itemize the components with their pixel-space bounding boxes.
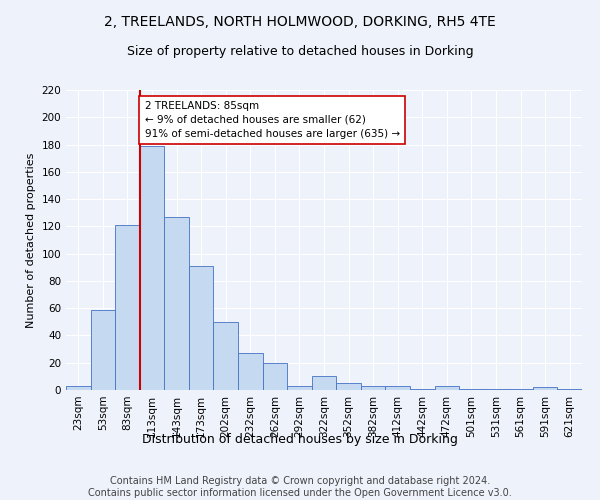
Text: 2, TREELANDS, NORTH HOLMWOOD, DORKING, RH5 4TE: 2, TREELANDS, NORTH HOLMWOOD, DORKING, R… xyxy=(104,15,496,29)
Text: Contains HM Land Registry data © Crown copyright and database right 2024.: Contains HM Land Registry data © Crown c… xyxy=(110,476,490,486)
Bar xyxy=(312,376,336,390)
Bar xyxy=(557,388,582,390)
Bar xyxy=(214,322,238,390)
Bar xyxy=(189,266,214,390)
Bar xyxy=(91,310,115,390)
Bar xyxy=(115,225,140,390)
Bar xyxy=(263,362,287,390)
Y-axis label: Number of detached properties: Number of detached properties xyxy=(26,152,36,328)
Bar xyxy=(385,386,410,390)
Bar xyxy=(287,386,312,390)
Bar xyxy=(533,388,557,390)
Text: Contains public sector information licensed under the Open Government Licence v3: Contains public sector information licen… xyxy=(88,488,512,498)
Bar xyxy=(508,388,533,390)
Bar xyxy=(484,388,508,390)
Bar xyxy=(66,386,91,390)
Bar xyxy=(140,146,164,390)
Bar xyxy=(410,388,434,390)
Bar xyxy=(336,383,361,390)
Text: 2 TREELANDS: 85sqm
← 9% of detached houses are smaller (62)
91% of semi-detached: 2 TREELANDS: 85sqm ← 9% of detached hous… xyxy=(145,101,400,139)
Bar xyxy=(459,388,484,390)
Bar xyxy=(238,353,263,390)
Text: Distribution of detached houses by size in Dorking: Distribution of detached houses by size … xyxy=(142,432,458,446)
Bar xyxy=(361,386,385,390)
Bar xyxy=(434,386,459,390)
Text: Size of property relative to detached houses in Dorking: Size of property relative to detached ho… xyxy=(127,45,473,58)
Bar xyxy=(164,217,189,390)
